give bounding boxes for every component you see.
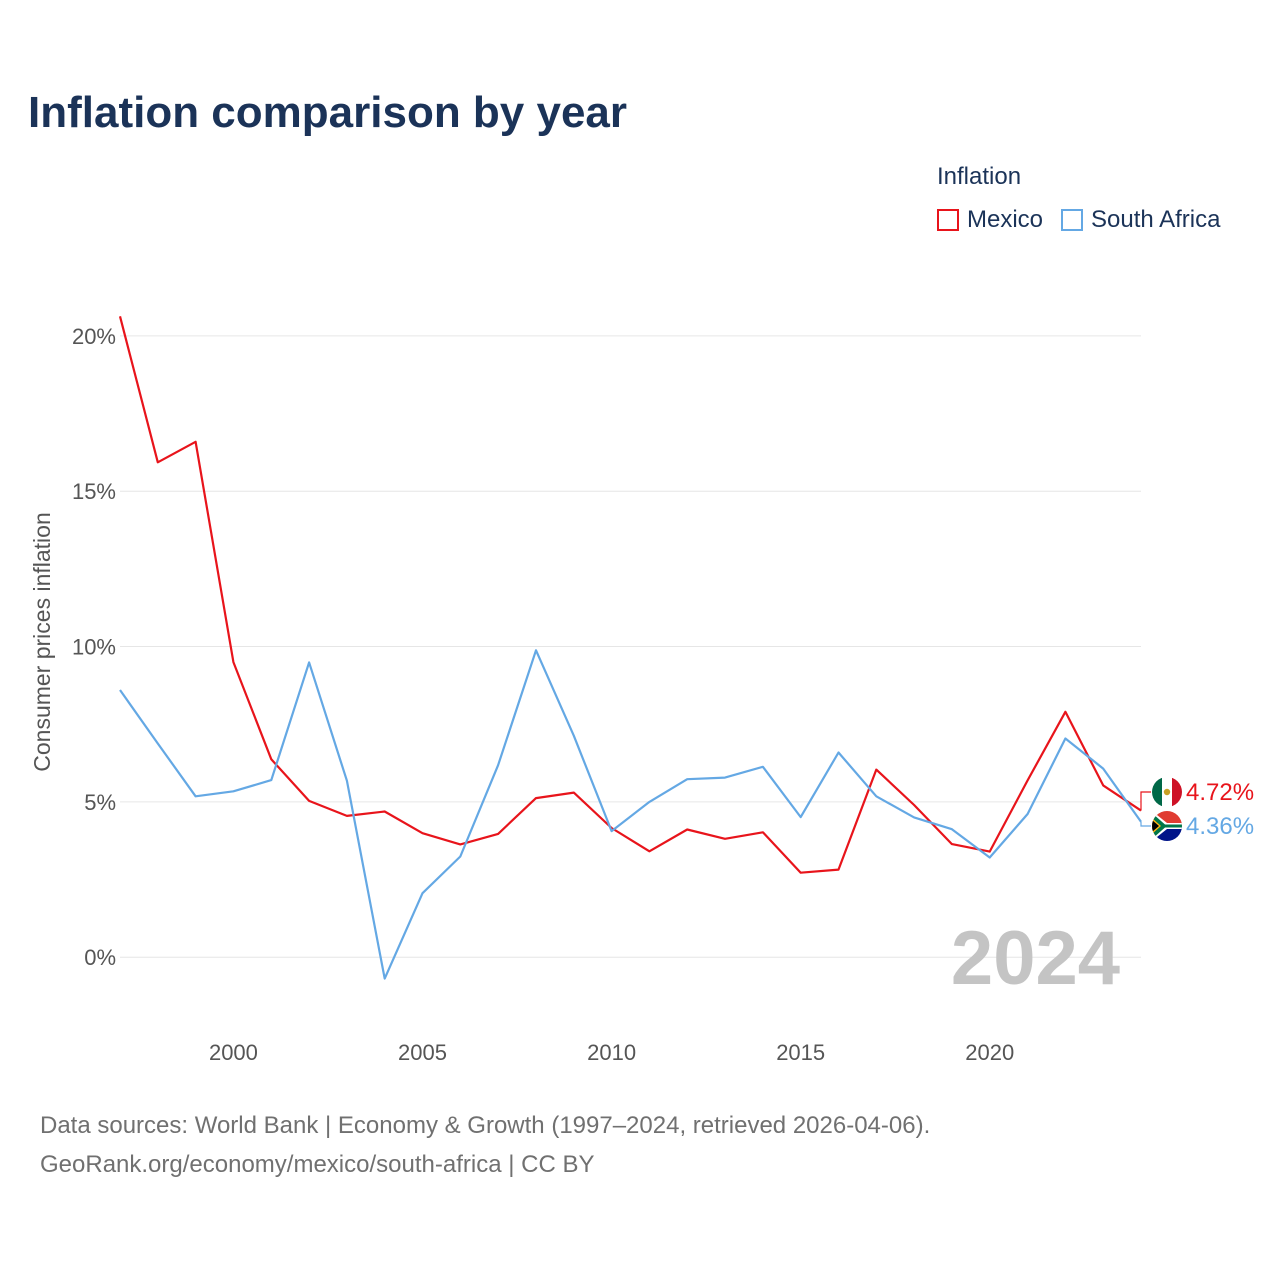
series-line-mexico (118, 316, 1142, 874)
za-flag-green (1152, 813, 1182, 839)
footer-link[interactable]: GeoRank.org/economy/mexico/south-africa … (40, 1151, 595, 1178)
legend-label-south-africa: South Africa (1091, 206, 1221, 233)
x-tick-label-2000: 2000 (209, 1040, 258, 1065)
y-tick-label-15: 15% (72, 479, 116, 504)
x-tick-label-2015: 2015 (776, 1040, 825, 1065)
mexico-flag-red (1172, 777, 1182, 807)
y-tick-label-20: 20% (72, 324, 116, 349)
x-tick-label-2005: 2005 (398, 1040, 447, 1065)
za-flag-black (1152, 820, 1159, 832)
y-tick-label-0: 0% (84, 945, 116, 970)
legend-swatch-south-africa (1061, 209, 1084, 231)
legend-label-mexico: Mexico (967, 206, 1044, 233)
mexico-connector (1140, 791, 1151, 811)
end-markers: 4.72% 4.36% (1140, 777, 1254, 841)
series-lines (118, 316, 1142, 980)
y-axis-ticks: 0% 5% 10% 15% 20% (72, 324, 116, 970)
legend-item-south-africa[interactable]: South Africa (1061, 206, 1220, 234)
gridlines (120, 335, 1141, 958)
mexico-flag-green (1152, 777, 1162, 807)
y-tick-label-10: 10% (72, 635, 116, 660)
x-axis-ticks: 2000 2005 2010 2015 2020 (209, 1040, 1014, 1065)
mexico-flag-icon (1152, 777, 1182, 807)
end-label-mexico: 4.72% (1186, 779, 1254, 806)
line-chart: 0% 5% 10% 15% 20% 2000 2005 2010 2015 2020 Consu… (29, 316, 1254, 1065)
series-line-south-africa (119, 649, 1142, 980)
legend-title: Inflation (937, 163, 1022, 190)
chart-title: Inflation comparison by year (28, 88, 628, 137)
x-tick-label-2020: 2020 (965, 1040, 1014, 1065)
end-label-south-africa: 4.36% (1186, 813, 1254, 840)
mexico-flag-emblem (1163, 788, 1171, 796)
south-africa-flag-icon (1152, 811, 1182, 841)
footer: Data sources: World Bank | Economy & Gro… (40, 1106, 930, 1184)
legend: Mexico South Africa (937, 206, 1238, 234)
year-watermark: 2024 (951, 916, 1120, 1001)
y-tick-label-5: 5% (84, 790, 116, 815)
x-tick-label-2010: 2010 (587, 1040, 636, 1065)
south-africa-connector (1140, 821, 1151, 827)
footer-sources: Data sources: World Bank | Economy & Gro… (40, 1112, 931, 1139)
legend-item-mexico[interactable]: Mexico (937, 206, 1043, 234)
y-axis-title: Consumer prices inflation (29, 512, 55, 772)
legend-swatch-mexico (937, 209, 959, 231)
